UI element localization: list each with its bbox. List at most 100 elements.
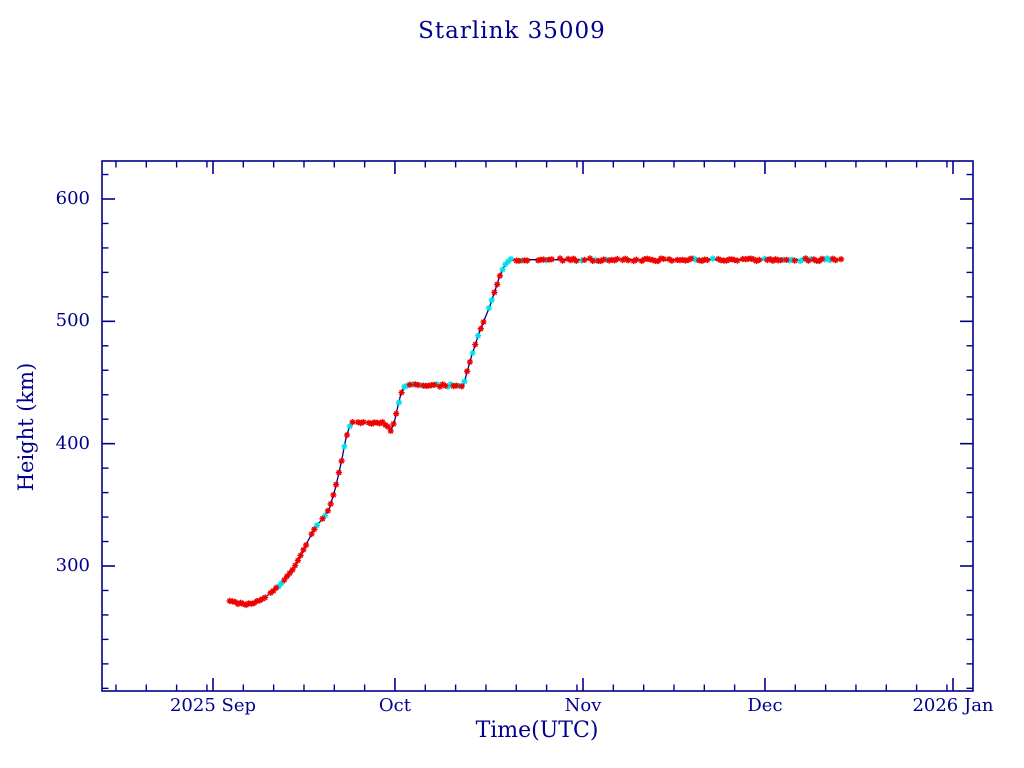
data-marker-cyan: [278, 580, 285, 587]
data-marker-red: [382, 421, 389, 428]
x-axis-title: Time(UTC): [475, 718, 599, 743]
data-marker-red: [453, 382, 460, 389]
data-marker-cyan: [499, 266, 506, 273]
data-marker-red: [734, 257, 741, 264]
data-marker-red: [573, 257, 580, 264]
data-marker-cyan: [401, 383, 408, 390]
data-marker-red: [256, 597, 263, 604]
data-marker-cyan: [404, 382, 411, 389]
data-marker-red: [368, 420, 375, 427]
data-marker-red: [791, 257, 798, 264]
data-marker-red: [816, 257, 823, 264]
data-marker-red: [564, 255, 572, 262]
data-marker-red: [289, 566, 296, 573]
data-marker-red: [436, 383, 443, 390]
data-marker-red: [540, 256, 547, 263]
data-marker-red: [494, 281, 501, 288]
y-tick-label: 300: [55, 555, 90, 576]
data-marker-red: [270, 587, 277, 594]
data-marker-red: [357, 420, 364, 427]
data-marker-red: [406, 381, 413, 388]
data-marker-red: [805, 257, 812, 264]
data-marker-red: [376, 420, 383, 427]
data-marker-cyan: [788, 256, 796, 263]
data-marker-red: [655, 257, 662, 265]
height-profile-line: [229, 259, 842, 605]
data-marker-red: [687, 255, 695, 262]
data-marker-red: [829, 255, 837, 262]
data-marker-red: [600, 256, 607, 263]
y-tick-label: 600: [55, 188, 90, 209]
data-marker-red: [570, 255, 577, 262]
data-marker-red: [330, 491, 337, 498]
data-marker-red: [586, 255, 594, 262]
data-marker-red: [379, 418, 386, 426]
data-marker-red: [597, 257, 605, 264]
data-marker-red: [698, 257, 706, 264]
data-marker-red: [387, 427, 394, 434]
data-marker-red: [259, 595, 266, 603]
data-marker-red: [704, 256, 711, 264]
data-marker-red: [292, 562, 299, 569]
data-marker-red: [237, 599, 244, 606]
data-marker-red: [832, 257, 839, 264]
data-marker-red: [556, 255, 564, 262]
data-marker-red: [581, 256, 588, 263]
data-marker-red: [589, 257, 596, 264]
data-marker-red: [283, 573, 291, 580]
data-marker-red: [390, 420, 397, 427]
data-marker-cyan: [502, 261, 509, 268]
data-marker-red: [232, 598, 239, 606]
data-marker-red: [649, 256, 656, 264]
data-marker-red: [480, 318, 487, 326]
data-marker-red: [802, 255, 809, 262]
data-marker-red: [515, 257, 523, 264]
data-marker-red: [251, 599, 258, 607]
data-marker-cyan: [469, 349, 476, 357]
data-marker-red: [311, 526, 318, 533]
data-marker-cyan: [507, 256, 514, 263]
data-marker-cyan: [322, 512, 329, 519]
data-marker-cyan: [444, 383, 452, 390]
data-marker-red: [458, 383, 465, 390]
data-marker-red: [777, 257, 785, 264]
data-marker-red: [633, 256, 640, 263]
data-marker-red: [524, 257, 531, 264]
data-marker-red: [668, 257, 676, 264]
data-marker-red: [679, 256, 686, 263]
data-marker-red: [472, 341, 479, 348]
data-marker-cyan: [824, 255, 831, 262]
data-marker-red: [605, 257, 613, 264]
data-marker-red: [412, 381, 419, 388]
data-marker-red: [477, 325, 484, 332]
data-marker-red: [611, 257, 618, 264]
data-marker-red: [630, 257, 637, 265]
data-marker-red: [764, 256, 771, 264]
data-marker-red: [567, 257, 575, 264]
data-marker-cyan: [827, 257, 834, 264]
data-marker-cyan: [275, 583, 282, 590]
data-marker-red: [439, 381, 446, 388]
data-marker-red: [431, 381, 438, 388]
data-marker-cyan: [592, 256, 599, 264]
data-marker-cyan: [447, 381, 454, 388]
data-marker-red: [750, 256, 757, 263]
data-marker-red: [354, 419, 362, 426]
data-marker-red: [349, 419, 356, 426]
data-marker-red: [715, 255, 722, 263]
data-marker-red: [491, 289, 498, 296]
data-marker-red: [665, 256, 673, 263]
data-marker-cyan: [799, 256, 807, 263]
markers-secondary: [275, 255, 834, 590]
data-marker-red: [534, 257, 542, 264]
data-marker-red: [464, 368, 471, 375]
data-marker-red: [327, 500, 334, 507]
data-marker-red: [240, 600, 247, 608]
data-marker-red: [660, 255, 667, 263]
data-marker-red: [837, 256, 845, 263]
data-marker-red: [769, 257, 777, 264]
data-marker-red: [466, 358, 473, 366]
data-marker-red: [234, 600, 241, 608]
data-marker-red: [818, 255, 826, 262]
